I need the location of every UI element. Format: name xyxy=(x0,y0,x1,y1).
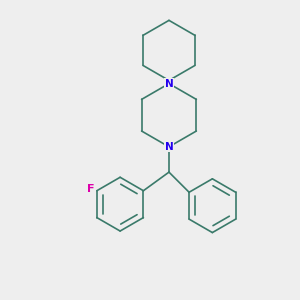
Text: N: N xyxy=(165,79,173,88)
Text: F: F xyxy=(87,184,94,194)
Text: N: N xyxy=(165,142,173,152)
